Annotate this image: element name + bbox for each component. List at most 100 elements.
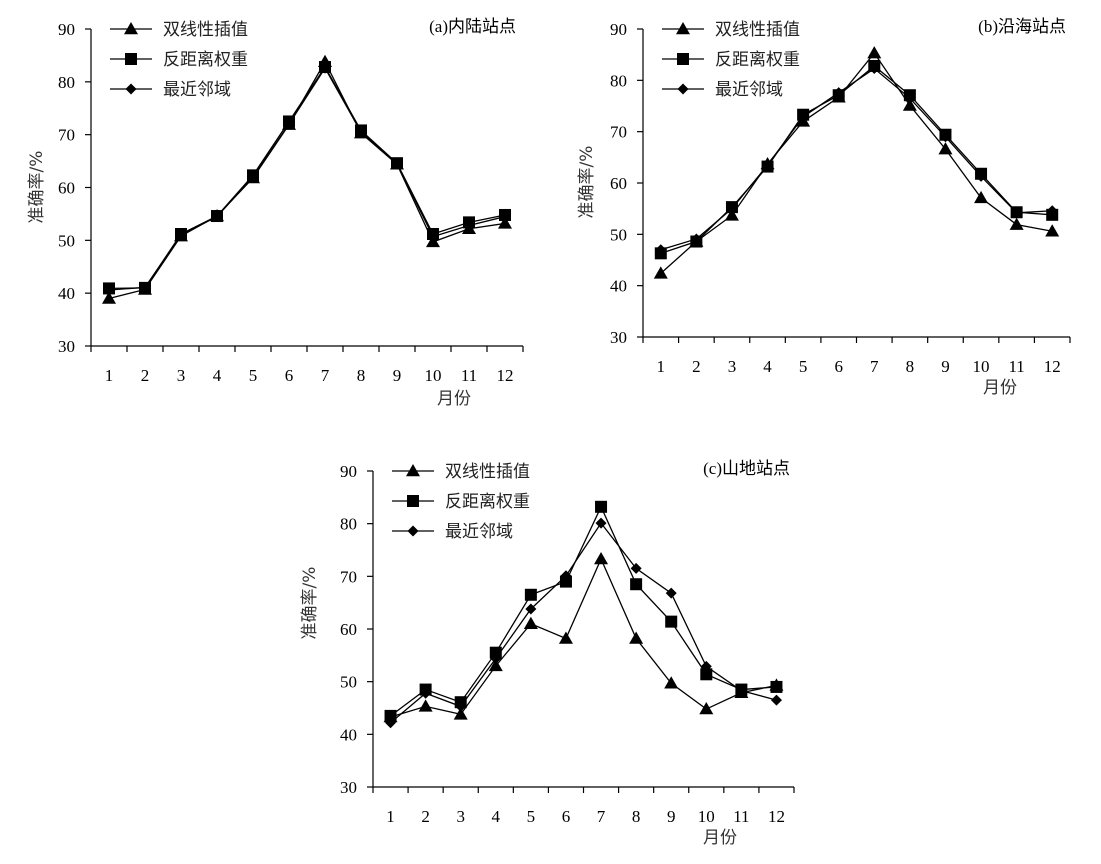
data-point-diamond	[904, 92, 916, 104]
data-point-triangle	[453, 707, 468, 720]
x-tick-label: 2	[141, 366, 150, 385]
legend-label: 双线性插值	[445, 462, 530, 482]
series-line-diamond	[660, 67, 1053, 251]
data-point-diamond	[726, 203, 738, 215]
y-tick-label: 70	[610, 123, 627, 142]
x-tick-label: 11	[461, 366, 477, 385]
y-tick-label: 60	[58, 179, 75, 198]
legend-label: 双线性插值	[715, 20, 800, 40]
data-point-triangle	[699, 702, 714, 715]
legend-marker-square	[125, 53, 137, 65]
data-point-diamond	[499, 211, 511, 223]
legend-label: 最近邻域	[163, 80, 231, 100]
x-tick-label: 8	[906, 357, 915, 376]
data-point-square	[770, 680, 783, 693]
data-point-triangle	[974, 190, 989, 204]
data-point-diamond	[391, 158, 403, 170]
x-tick-label: 11	[733, 807, 749, 826]
x-tick-label: 3	[177, 366, 186, 385]
series-line-diamond	[390, 522, 777, 724]
data-point-diamond	[735, 685, 747, 697]
series-line-diamond	[108, 66, 506, 291]
x-tick-label: 5	[249, 366, 258, 385]
x-tick-label: 4	[213, 366, 222, 385]
x-tick-label: 5	[527, 807, 536, 826]
legend-marker-diamond	[677, 83, 689, 95]
panel-title: (a)内陆站点	[429, 17, 516, 36]
x-tick-label: 10	[973, 357, 990, 376]
y-tick-label: 90	[610, 20, 627, 39]
data-point-triangle	[102, 291, 116, 304]
data-point-diamond	[427, 231, 439, 243]
data-point-triangle	[558, 631, 573, 644]
data-point-square	[630, 578, 643, 591]
data-point-diamond	[595, 517, 607, 529]
x-tick-label: 1	[657, 357, 666, 376]
data-point-diamond	[139, 281, 151, 293]
legend-marker-diamond	[407, 525, 419, 537]
data-point-triangle	[488, 658, 503, 672]
data-point-triangle	[867, 46, 882, 59]
data-point-diamond	[1046, 205, 1058, 217]
data-point-diamond	[355, 126, 367, 138]
x-tick-label: 1	[105, 366, 114, 385]
data-point-diamond	[319, 62, 331, 74]
y-tick-label: 90	[58, 20, 75, 39]
x-axis-title: 月份	[703, 828, 737, 848]
data-point-diamond	[211, 211, 223, 223]
x-tick-label: 9	[393, 366, 402, 385]
legend-label: 反距离权重	[715, 50, 800, 70]
data-point-square	[524, 588, 537, 601]
x-tick-label: 3	[728, 357, 737, 376]
data-point-diamond	[868, 63, 880, 75]
x-tick-label: 11	[1008, 357, 1024, 376]
legend-marker-square	[677, 53, 689, 65]
x-axis-title: 月份	[983, 378, 1017, 398]
y-tick-label: 60	[340, 620, 357, 639]
y-tick-label: 30	[58, 337, 75, 356]
x-tick-label: 12	[497, 366, 514, 385]
legend-marker-triangle	[124, 22, 138, 35]
y-tick-label: 70	[340, 567, 357, 586]
y-tick-label: 50	[610, 225, 627, 244]
data-point-triangle	[498, 216, 512, 229]
y-tick-label: 40	[340, 725, 357, 744]
x-tick-label: 10	[698, 807, 715, 826]
data-point-diamond	[385, 717, 397, 729]
y-tick-label: 80	[58, 73, 75, 92]
data-point-diamond	[455, 700, 467, 712]
x-tick-label: 6	[285, 366, 294, 385]
data-point-square	[595, 500, 608, 513]
legend-marker-square	[407, 495, 419, 507]
data-point-triangle	[724, 208, 739, 221]
data-point-triangle	[664, 676, 679, 689]
x-tick-label: 4	[763, 357, 772, 376]
x-tick-label: 6	[834, 357, 843, 376]
x-tick-label: 8	[632, 807, 641, 826]
data-point-diamond	[762, 159, 774, 171]
data-point-square	[700, 668, 713, 681]
y-tick-label: 90	[340, 462, 357, 481]
data-point-diamond	[103, 284, 115, 296]
legend-label: 反距离权重	[163, 50, 248, 70]
data-point-triangle	[1045, 224, 1060, 237]
x-tick-label: 7	[870, 357, 879, 376]
x-tick-label: 7	[597, 807, 606, 826]
x-tick-label: 1	[386, 807, 395, 826]
legend-marker-diamond	[125, 83, 137, 95]
y-tick-label: 80	[610, 71, 627, 90]
y-tick-label: 50	[340, 673, 357, 692]
y-tick-label: 30	[340, 778, 357, 797]
x-tick-label: 6	[562, 807, 571, 826]
data-point-diamond	[833, 87, 845, 99]
x-tick-label: 2	[421, 807, 430, 826]
x-tick-label: 9	[941, 357, 950, 376]
data-point-diamond	[655, 244, 667, 256]
data-point-triangle	[902, 98, 917, 111]
legend-label: 最近邻域	[445, 522, 513, 542]
data-point-diamond	[560, 570, 572, 582]
x-tick-label: 4	[492, 807, 501, 826]
data-point-triangle	[523, 616, 538, 629]
panel-title: (b)沿海站点	[978, 17, 1066, 36]
